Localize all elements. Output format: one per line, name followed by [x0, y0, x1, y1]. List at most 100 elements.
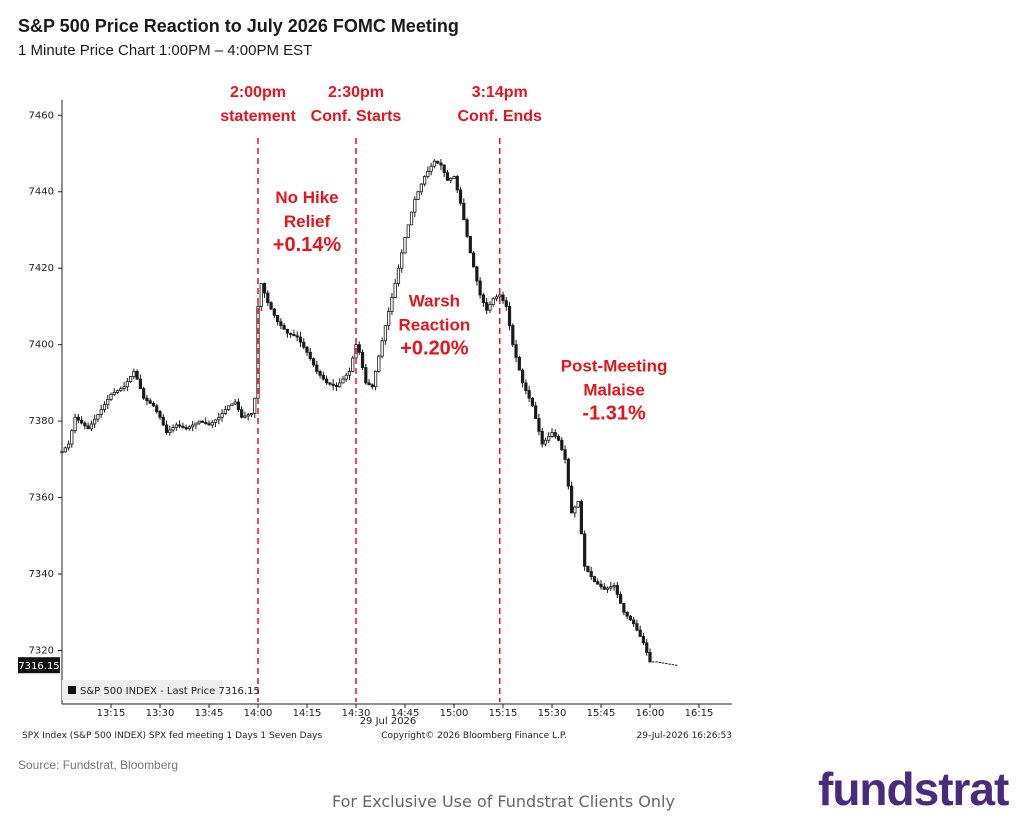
price-candle: [403, 237, 407, 254]
last-price-label: 7316.15: [18, 661, 59, 672]
price-candle: [266, 292, 270, 304]
y-tick-label: 7340: [29, 569, 54, 580]
price-candle: [370, 384, 374, 388]
price-candle: [406, 224, 410, 239]
price-candle: [387, 311, 391, 326]
y-tick-label: 7460: [29, 110, 54, 121]
price-candle: [566, 458, 570, 487]
price-candle: [537, 418, 541, 432]
last-price-badge: [18, 657, 60, 674]
price-candle: [396, 267, 401, 284]
price-candle: [181, 425, 185, 428]
price-candle: [517, 357, 521, 371]
x-tick-label: 13:45: [195, 708, 224, 719]
y-tick-label: 7440: [29, 187, 54, 198]
x-tick-label: 15:45: [587, 708, 616, 719]
price-candle: [302, 341, 306, 348]
price-candle: [501, 294, 505, 302]
price-candle: [390, 297, 394, 312]
price-candle: [145, 397, 149, 402]
price-candle: [357, 344, 361, 353]
x-tick-label: 13:15: [97, 708, 126, 719]
footer-center: Copyright© 2026 Bloomberg Finance L.P.: [381, 731, 566, 741]
price-candle: [272, 308, 276, 316]
price-candle: [311, 358, 316, 366]
price-candle: [177, 424, 182, 427]
price-candle: [73, 416, 77, 432]
price-candle: [547, 436, 551, 441]
legend-swatch: [68, 686, 76, 694]
disclaimer: For Exclusive Use of Fundstrat Clients O…: [332, 792, 675, 811]
price-candle: [292, 334, 296, 337]
price-candle: [462, 202, 466, 221]
event-marker-time: 3:14pm: [472, 84, 528, 101]
y-tick-label: 7320: [29, 645, 54, 656]
price-candle: [524, 382, 528, 391]
price-candle: [168, 429, 172, 433]
price-candle: [367, 382, 371, 386]
price-candle: [393, 283, 397, 298]
annotation-label: Malaise: [583, 380, 644, 399]
x-tick-label: 13:30: [146, 708, 175, 719]
price-candle: [194, 422, 198, 426]
price-candle: [563, 449, 567, 460]
price-candle: [341, 378, 345, 384]
annotation-label: Post-Meeting: [561, 356, 668, 375]
price-candle: [89, 423, 93, 430]
price-candle: [200, 420, 205, 423]
price-candle: [243, 415, 247, 418]
price-candle: [324, 378, 329, 384]
price-candle: [504, 300, 508, 307]
price-candle: [161, 416, 165, 426]
price-candle: [570, 485, 574, 514]
price-candle: [429, 165, 433, 172]
event-marker-label: statement: [220, 108, 296, 125]
y-tick-label: 7360: [29, 493, 54, 504]
price-candle: [609, 586, 613, 589]
price-candle: [481, 294, 486, 304]
price-candle: [478, 280, 482, 296]
price-candle: [589, 571, 593, 577]
price-candle: [360, 351, 365, 368]
price-candle: [207, 423, 211, 426]
price-candle: [106, 399, 110, 405]
x-tick-label: 15:15: [489, 708, 518, 719]
price-candle: [289, 332, 293, 335]
price-candle: [233, 401, 237, 405]
price-candle: [318, 371, 322, 376]
price-candle: [507, 306, 512, 326]
price-candle: [80, 419, 84, 424]
price-candle: [553, 432, 557, 437]
price-candle: [125, 381, 129, 388]
date-label: 29 Jul 2026: [360, 716, 417, 727]
price-candle: [171, 427, 175, 431]
price-candle: [449, 177, 453, 181]
price-candle: [295, 335, 299, 338]
price-candle: [70, 430, 74, 445]
price-chart: 7320 7340 7360 7380 7400 7420 7440 7460 13:15 13…: [18, 84, 732, 741]
price-candle: [364, 367, 368, 384]
price-candle: [76, 416, 80, 421]
price-candle: [223, 409, 227, 414]
price-candle: [599, 583, 603, 588]
price-candle: [458, 189, 463, 204]
price-candle: [488, 304, 492, 311]
price-candle: [187, 426, 191, 430]
price-candle: [413, 198, 417, 213]
annotation-label: Relief: [284, 212, 331, 231]
x-tick-label: 15:30: [538, 708, 567, 719]
x-tick-label: 16:00: [636, 708, 665, 719]
price-candle: [494, 296, 499, 300]
price-candle: [236, 401, 240, 411]
x-tick-label: 16:15: [685, 708, 714, 719]
price-candle: [592, 576, 597, 583]
price-candle: [210, 421, 214, 426]
price-candle: [468, 235, 472, 254]
price-candle: [422, 176, 427, 185]
x-tick-label: 14:15: [293, 708, 322, 719]
price-candle: [596, 581, 600, 585]
price-candle: [305, 346, 309, 353]
price-candle: [246, 414, 250, 417]
price-candle: [527, 390, 531, 399]
x-tick-label: 14:45: [391, 708, 420, 719]
